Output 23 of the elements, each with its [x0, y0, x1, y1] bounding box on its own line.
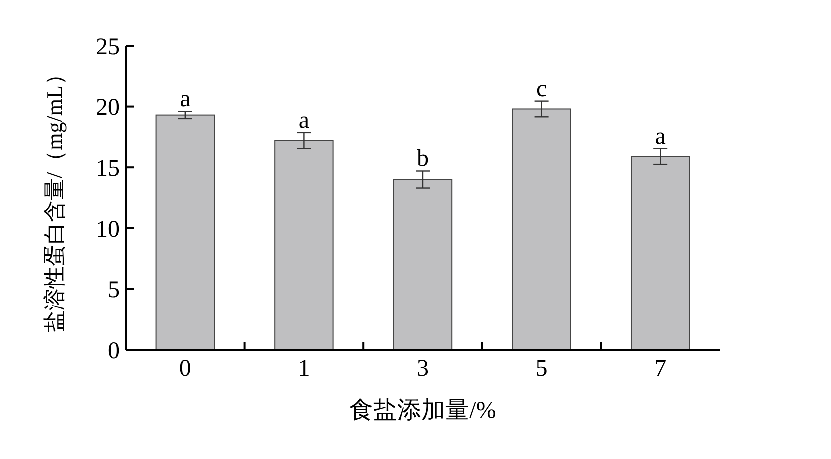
- x-tick-label: 7: [654, 356, 667, 382]
- y-tick-label: 10: [96, 216, 120, 243]
- annotation: c: [536, 76, 548, 102]
- bar: [512, 108, 572, 350]
- bar: [393, 179, 453, 350]
- bar: [274, 140, 334, 350]
- x-tick-label: 0: [179, 356, 192, 382]
- x-tick-label: 3: [417, 356, 429, 382]
- y-axis-title: 盐溶性蛋白含量/（mg/mL）: [42, 64, 67, 332]
- y-tick-label: 20: [96, 95, 120, 122]
- y-tick-label: 5: [108, 278, 120, 304]
- y-tick-label: 0: [108, 338, 120, 364]
- annotation: a: [655, 124, 666, 150]
- y-tick-label: 15: [96, 156, 120, 182]
- x-axis-title: 食盐添加量/%: [350, 398, 496, 424]
- x-tick-label: 1: [298, 356, 310, 382]
- bar: [156, 114, 216, 350]
- x-tick-label: 5: [536, 356, 548, 382]
- annotation: a: [180, 86, 192, 113]
- annotation: a: [298, 108, 310, 134]
- y-tick-label: 25: [96, 34, 120, 60]
- annotation: b: [417, 146, 429, 172]
- bar: [630, 156, 690, 350]
